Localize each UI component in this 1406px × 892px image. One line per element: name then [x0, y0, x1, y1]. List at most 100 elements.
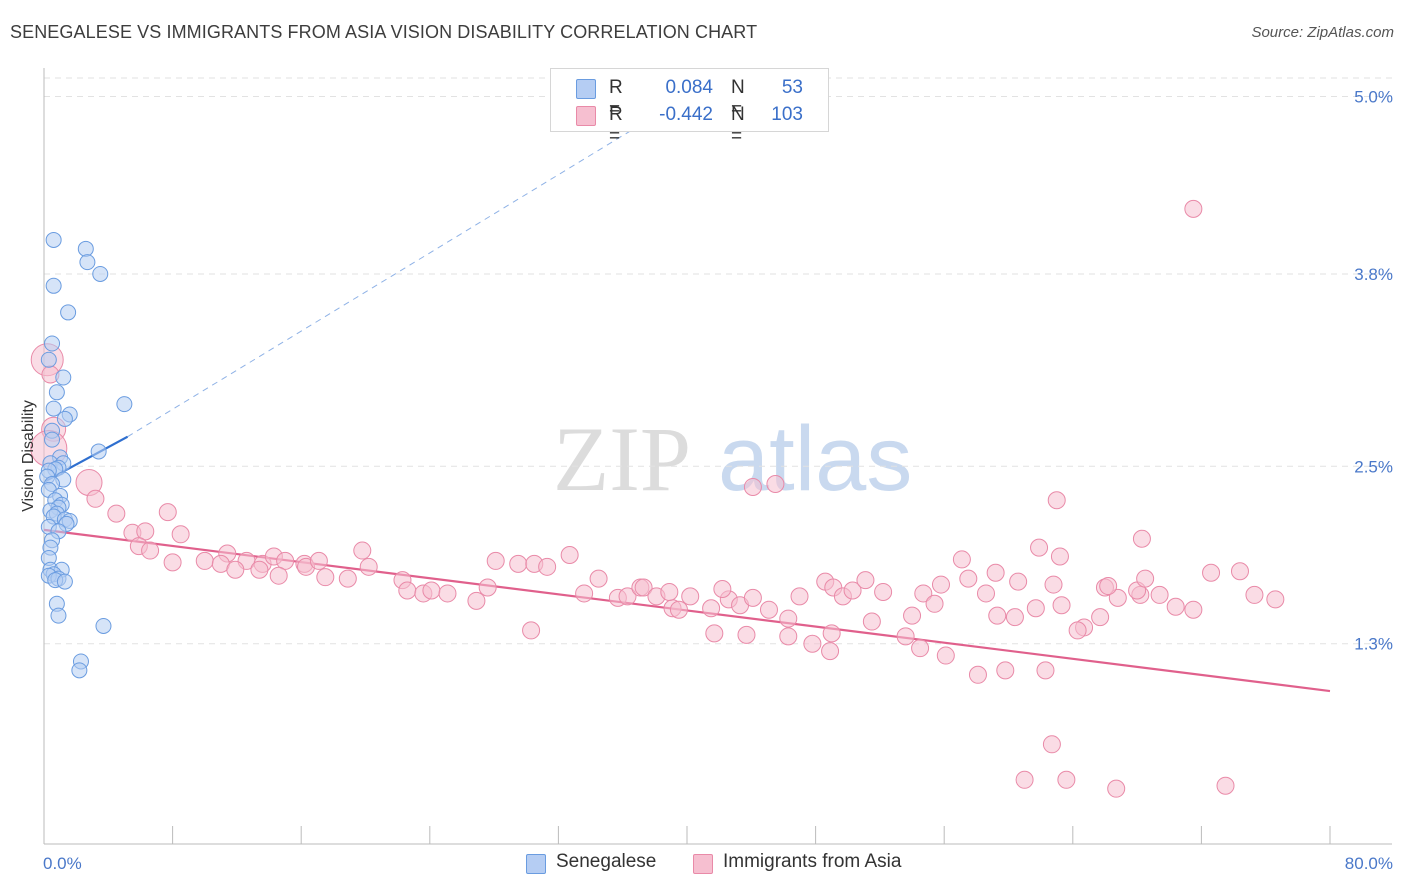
asia-point — [862, 612, 881, 631]
senegalese-point — [116, 396, 133, 413]
asia-point — [422, 581, 441, 600]
asia-point — [681, 587, 700, 606]
asia-point — [952, 550, 971, 569]
asia-point — [759, 600, 778, 619]
asia-point — [1150, 585, 1169, 604]
asia-point — [737, 625, 756, 644]
asia-point — [509, 554, 528, 573]
senegalese-point — [56, 573, 73, 590]
x-tick-label: 80.0% — [1345, 854, 1393, 873]
senegalese-point — [92, 265, 109, 282]
chart-source: Source: ZipAtlas.com — [1251, 24, 1394, 41]
asia-point — [538, 557, 557, 576]
asia-point — [743, 588, 762, 607]
asia-point — [250, 560, 269, 579]
zipatlas-watermark: ZIP atlas — [553, 408, 912, 510]
asia-point — [914, 584, 933, 603]
asia-point — [996, 661, 1015, 680]
senegalese-point — [44, 335, 61, 352]
asia-point — [821, 642, 840, 661]
asia-point — [959, 569, 978, 588]
asia-point — [1166, 597, 1185, 616]
asia-point — [309, 551, 328, 570]
asia-point — [1184, 600, 1203, 619]
asia-point — [988, 606, 1007, 625]
asia-point — [931, 575, 950, 594]
asia-point — [1099, 577, 1118, 596]
senegalese-point — [40, 351, 57, 368]
senegalese-point — [44, 431, 61, 448]
legend-swatch-asia — [693, 854, 713, 874]
legend-swatch-pink — [576, 106, 596, 126]
senegalese-point — [71, 662, 88, 679]
asia-point — [903, 606, 922, 625]
series-legend: Senegalese Immigrants from Asia — [0, 851, 1406, 879]
asia-point — [1266, 590, 1285, 609]
data-points — [30, 199, 1285, 798]
asia-point — [936, 646, 955, 665]
asia-point — [1015, 770, 1034, 789]
asia-point — [618, 587, 637, 606]
asia-point — [705, 624, 724, 643]
y-tick-label: 2.5% — [1354, 457, 1393, 476]
asia-point — [1036, 661, 1055, 680]
asia-point — [790, 587, 809, 606]
legend-swatch-blue — [576, 79, 596, 99]
senegalese-point — [90, 443, 107, 460]
asia-point — [158, 503, 177, 522]
asia-point — [467, 591, 486, 610]
legend-label-senegalese: Senegalese — [556, 851, 657, 872]
asia-point — [1136, 569, 1155, 588]
watermark-atlas: atlas — [718, 408, 912, 510]
asia-point — [589, 569, 608, 588]
asia-point — [779, 627, 798, 646]
senegalese-point — [79, 254, 96, 271]
asia-point — [1009, 572, 1028, 591]
asia-point — [353, 541, 372, 560]
asia-point — [1044, 575, 1063, 594]
asia-point — [1245, 585, 1264, 604]
asia-point — [338, 569, 357, 588]
asia-point — [843, 581, 862, 600]
asia-point — [1052, 596, 1071, 615]
y-tick-label: 5.0% — [1354, 88, 1393, 107]
asia-point — [522, 621, 541, 640]
asia-point — [86, 489, 105, 508]
asia-point — [560, 545, 579, 564]
asia-point — [822, 624, 841, 643]
senegalese-point — [45, 231, 62, 248]
legend-n-value: 103 — [771, 104, 803, 125]
x-tick-label: 0.0% — [43, 854, 82, 873]
senegalese-point — [45, 400, 62, 417]
senegalese-point — [50, 607, 67, 624]
asia-point — [195, 551, 214, 570]
asia-point — [107, 504, 126, 523]
legend-n-label: N = — [731, 77, 745, 120]
senegalese-point — [77, 240, 94, 257]
asia-point — [986, 563, 1005, 582]
asia-point — [1184, 199, 1203, 218]
asia-point — [1230, 562, 1249, 581]
senegalese-point — [45, 277, 62, 294]
asia-point — [269, 566, 288, 585]
asia-point — [359, 557, 378, 576]
senegalese-point — [48, 384, 65, 401]
y-tick-label: 3.8% — [1354, 265, 1393, 284]
asia-point — [1107, 779, 1126, 798]
asia-point — [874, 582, 893, 601]
asia-point — [1005, 608, 1024, 627]
asia-point — [141, 541, 160, 560]
legend-r-label: R = — [609, 104, 623, 147]
asia-point — [575, 584, 594, 603]
asia-point — [634, 578, 653, 597]
stats-legend: R = 0.084 N = 53 R = -0.442 N = 103 — [550, 68, 829, 147]
y-tick-label: 1.3% — [1354, 635, 1393, 654]
senegalese-point — [56, 410, 73, 427]
asia-point — [896, 627, 915, 646]
asia-point — [163, 553, 182, 572]
asia-point — [1057, 770, 1076, 789]
tick-labels: 1.3% 2.5% 3.8% 5.0% 0.0% 80.0% Vision Disabili… — [20, 88, 1393, 874]
chart-title: SENEGALESE VS IMMIGRANTS FROM ASIA VISIO… — [10, 22, 758, 42]
asia-point — [803, 634, 822, 653]
